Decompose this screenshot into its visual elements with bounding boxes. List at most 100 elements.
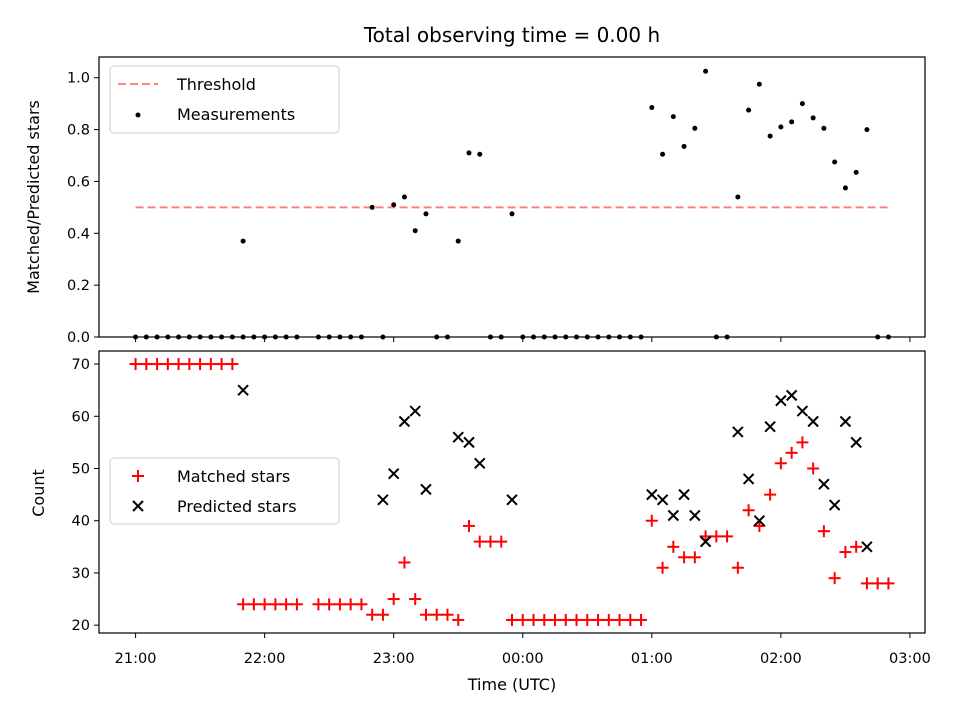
measurement-point [756, 81, 762, 87]
count-y-tick-label: 20 [72, 618, 90, 634]
matched-star-point [710, 530, 723, 543]
chart-title: Total observing time = 0.00 h [363, 23, 660, 47]
matched-star-point [667, 540, 680, 553]
measurements-legend-label: Measurements [177, 105, 295, 124]
predicted-star-point [689, 509, 701, 522]
ratio-y-tick-label: 0.8 [67, 123, 90, 139]
measurement-point [842, 185, 848, 191]
matched-star-point [161, 358, 174, 371]
matched-star-point [398, 556, 411, 569]
x-tick-label: 23:00 [373, 651, 415, 667]
matched-star-point [226, 358, 239, 371]
ratio-legend: Threshold Measurements [109, 65, 340, 134]
matched-star-point [258, 598, 271, 611]
predicted-star-point [377, 494, 389, 506]
matched-star-point [355, 598, 368, 611]
ratio-y-axis: 0.0 0.2 0.4 0.6 0.8 1.0 [67, 71, 99, 346]
matched-star-point [721, 530, 734, 543]
ratio-panel: 0.0 0.2 0.4 0.6 0.8 1.0 Matched/Predicted sta… [24, 56, 926, 346]
predicted-stars-legend-label: Predicted stars [177, 497, 297, 516]
measurement-point [240, 238, 246, 244]
matched-star-point [452, 613, 465, 626]
predicted-star-point [753, 515, 766, 527]
measurement-point [477, 151, 483, 157]
measurement-point [401, 194, 407, 200]
count-panel: 20 30 40 50 60 70 21:00 22:00 23:00 00:00 01:00 02… [29, 350, 931, 694]
matched-star-point [581, 613, 594, 626]
predicted-star-point [387, 468, 400, 480]
count-y-tick-label: 60 [72, 409, 90, 425]
threshold-legend-label: Threshold [176, 75, 256, 94]
matched-star-point [140, 358, 153, 371]
count-legend: Matched stars Predicted stars [109, 457, 340, 525]
measurement-point [832, 159, 838, 165]
matched-star-point [495, 535, 508, 548]
x-axis-label: Time (UTC) [467, 675, 556, 694]
predicted-star-point [452, 431, 464, 443]
x-tick-label: 01:00 [631, 651, 673, 667]
matched-star-point [645, 514, 658, 527]
ratio-y-axis-label: Matched/Predicted stars [24, 100, 43, 294]
matched-star-point [817, 525, 830, 538]
matched-star-point [731, 561, 744, 574]
matched-star-point [247, 598, 260, 611]
matched-star-point [624, 613, 637, 626]
matched-star-point [430, 608, 443, 621]
predicted-star-point [775, 394, 787, 407]
ratio-y-tick-label: 0.0 [67, 330, 90, 346]
predicted-star-point [828, 499, 841, 511]
matched-star-point [506, 613, 518, 626]
matched-star-point [280, 598, 293, 611]
count-panel-frame [98, 350, 926, 634]
matched-star-point [462, 519, 475, 532]
matched-star-point [204, 358, 217, 371]
count-legend-box [109, 457, 340, 525]
matched-star-point [419, 608, 432, 621]
matched-star-point [344, 598, 357, 611]
measurements-legend-swatch [135, 112, 141, 118]
matched-star-point [549, 613, 562, 626]
count-y-tick-label: 50 [72, 462, 90, 478]
count-y-tick-label: 40 [72, 514, 90, 530]
predicted-star-point [732, 426, 744, 438]
matched-star-point [828, 572, 841, 585]
matched-star-point [807, 462, 820, 475]
predicted-star-point [678, 488, 690, 501]
matched-star-point [172, 358, 185, 371]
predicted-star-point [861, 541, 873, 553]
matched-star-point [516, 613, 529, 626]
measurement-point [864, 127, 870, 133]
predicted-stars-legend-swatch [132, 500, 144, 512]
matched-star-point [850, 540, 863, 553]
measurement-point [391, 202, 397, 208]
measurement-point [455, 238, 461, 244]
matched-star-point [151, 358, 164, 371]
matched-star-point [473, 535, 486, 548]
predicted-star-point [850, 436, 862, 449]
matched-star-point [860, 577, 873, 590]
predicted-star-point [409, 405, 421, 417]
count-y-axis: 20 30 40 50 60 70 [72, 357, 99, 634]
count-marks [129, 358, 895, 626]
predicted-star-point [796, 405, 809, 417]
matched-star-point [312, 598, 325, 611]
matched-star-point [215, 358, 228, 371]
matched-stars-legend-swatch [132, 470, 144, 482]
matched-star-point [742, 504, 755, 517]
measurement-point [778, 124, 784, 130]
matched-star-point [602, 613, 615, 626]
predicted-star-point [506, 494, 518, 506]
predicted-star-point [398, 415, 411, 428]
ratio-y-tick-label: 0.6 [67, 174, 90, 190]
matched-star-point [656, 561, 669, 574]
matched-star-point [129, 358, 142, 371]
matched-star-point [882, 577, 895, 590]
predicted-star-point [807, 415, 819, 428]
matched-star-point [538, 613, 551, 626]
x-tick-label: 21:00 [115, 651, 157, 667]
matched-star-point [237, 598, 250, 611]
ratio-panel-frame [98, 56, 926, 338]
measurement-point [509, 211, 515, 217]
matched-star-point [194, 358, 207, 371]
